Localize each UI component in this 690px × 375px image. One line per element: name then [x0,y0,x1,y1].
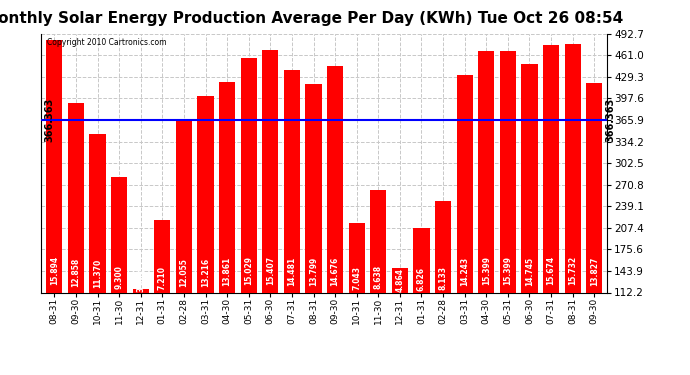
Bar [262,51,278,292]
Text: 11.370: 11.370 [93,258,102,288]
Text: 6.826: 6.826 [417,267,426,291]
Text: 13.216: 13.216 [201,258,210,286]
Bar [327,66,343,292]
Bar [155,220,170,292]
Text: 13.861: 13.861 [223,257,232,286]
Text: 9.300: 9.300 [115,265,124,289]
Text: 14.243: 14.243 [460,257,469,286]
Bar [348,223,365,292]
Text: Monthly Solar Energy Production Average Per Day (KWh) Tue Oct 26 08:54: Monthly Solar Energy Production Average … [0,11,624,26]
Text: 15.732: 15.732 [568,256,577,285]
Text: 15.894: 15.894 [50,256,59,285]
Text: 366.363: 366.363 [44,98,54,142]
Bar [392,268,408,292]
Text: 4.864: 4.864 [395,268,404,292]
Bar [197,96,214,292]
Text: 7.043: 7.043 [352,266,361,290]
Bar [284,70,300,292]
Text: 7.210: 7.210 [158,266,167,290]
Text: 15.407: 15.407 [266,256,275,285]
Text: 14.481: 14.481 [288,256,297,286]
Text: 15.399: 15.399 [504,256,513,285]
Bar [564,44,581,292]
Bar [176,120,192,292]
Text: Copyright 2010 Cartronics.com: Copyright 2010 Cartronics.com [47,38,166,46]
Bar [111,177,127,292]
Text: 15.399: 15.399 [482,256,491,285]
Text: 14.676: 14.676 [331,256,339,286]
Bar [457,75,473,292]
Bar [435,201,451,292]
Text: 13.799: 13.799 [309,257,318,286]
Text: 14.745: 14.745 [525,256,534,286]
Bar [68,103,84,292]
Bar [371,190,386,292]
Text: 3.861: 3.861 [136,268,145,292]
Bar [219,82,235,292]
Bar [90,134,106,292]
Text: 12.858: 12.858 [72,258,81,287]
Bar [543,45,559,292]
Bar [132,289,149,292]
Bar [586,83,602,292]
Text: 12.055: 12.055 [179,258,188,287]
Text: 15.674: 15.674 [546,256,555,285]
Text: 8.133: 8.133 [439,266,448,290]
Text: 15.029: 15.029 [244,256,253,285]
Bar [522,64,538,292]
Bar [478,51,494,292]
Bar [306,84,322,292]
Bar [500,51,516,292]
Bar [241,58,257,292]
Text: 8.638: 8.638 [374,265,383,290]
Bar [46,40,63,292]
Text: 366.363: 366.363 [605,98,615,142]
Text: 13.827: 13.827 [590,257,599,286]
Bar [413,228,430,292]
